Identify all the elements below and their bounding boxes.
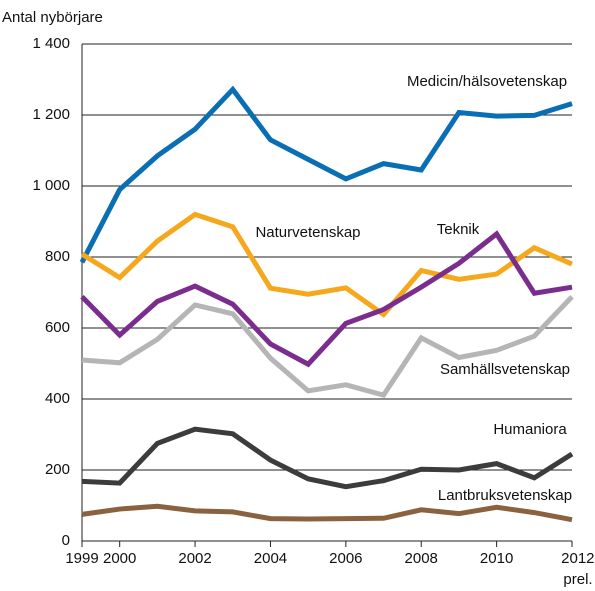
x-tick-label: 2010 [480,550,513,567]
series-label: Samhällsvetenskap [440,361,570,378]
series-label: Medicin/hälsovetenskap [407,73,567,90]
y-tick-label: 1 200 [32,106,70,123]
y-tick-label: 600 [45,319,70,336]
y-tick-label: 200 [45,461,70,478]
x-tick-label: 2006 [329,550,362,567]
x-tick-label: 2004 [254,550,287,567]
series-line [81,295,574,398]
series-line [80,211,573,318]
y-axis-label: Antal nybörjare [2,9,103,26]
y-tick-label: 400 [45,390,70,407]
series-line [79,85,573,264]
series-line [80,230,573,368]
y-tick-label: 0 [62,532,70,549]
x-tick-label: 2008 [405,550,438,567]
y-tick-label: 1 400 [32,35,70,52]
series-line [81,503,573,523]
series-label: Teknik [437,221,480,238]
series-label: Naturvetenskap [255,224,360,241]
series-label: Humaniora [493,421,567,438]
x-tick-label: 2012, prel. [561,550,595,588]
y-tick-label: 1 000 [32,177,70,194]
x-tick-label: 2000 [103,550,136,567]
y-tick-label: 800 [45,248,70,265]
x-tick-label: 1999 [65,550,98,567]
x-tick-label: 2002 [178,550,211,567]
series-line [81,426,574,490]
series-label: Lantbruksvetenskap [438,487,572,504]
